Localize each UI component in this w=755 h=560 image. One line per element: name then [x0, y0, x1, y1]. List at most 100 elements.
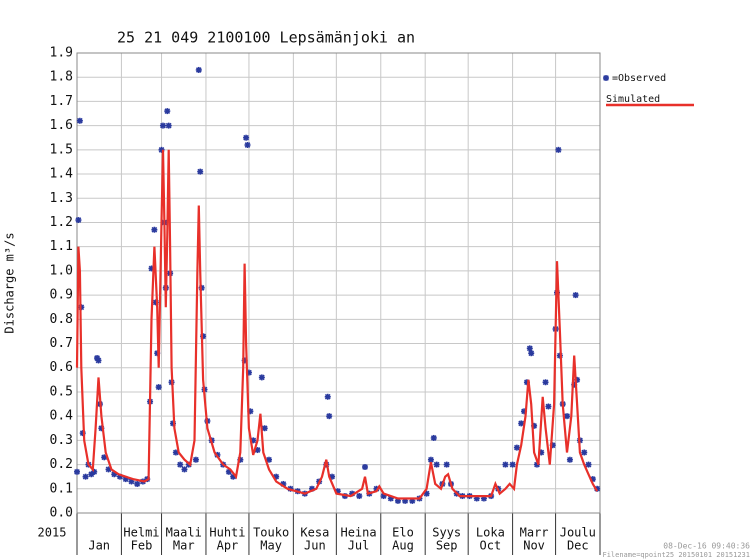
- asterisk-stroke: [526, 345, 533, 352]
- asterisk-stroke: [266, 456, 272, 463]
- month-en: Oct: [480, 539, 502, 553]
- y-tick-label: 0.5: [50, 384, 73, 399]
- observed-point: [324, 393, 331, 400]
- observed-point: [430, 434, 437, 441]
- observed-point: [151, 226, 158, 233]
- asterisk-stroke: [74, 468, 80, 475]
- observed-point: [181, 466, 188, 473]
- y-tick-label: 1.3: [50, 191, 73, 206]
- asterisk-stroke: [75, 217, 82, 223]
- asterisk-stroke: [567, 456, 573, 463]
- y-tick-label: 0.4: [50, 409, 74, 424]
- asterisk-stroke: [509, 461, 516, 468]
- simulated-line: [75, 149, 599, 500]
- observed-point: [155, 384, 162, 391]
- observed-point: [244, 142, 251, 148]
- month-fi: Joulu: [560, 526, 596, 540]
- y-tick-label: 1.5: [50, 142, 73, 157]
- observed-point: [433, 461, 440, 468]
- observed-point: [74, 468, 80, 475]
- y-tick-label: 0.6: [50, 360, 73, 375]
- month-en: Dec: [567, 539, 589, 553]
- month-en: May: [260, 539, 282, 553]
- observed-point: [243, 134, 250, 141]
- month-en: Jul: [348, 539, 370, 553]
- month-en: Mar: [173, 539, 195, 553]
- y-tick-label: 0.2: [50, 457, 73, 472]
- y-tick-label: 1.4: [50, 167, 74, 182]
- month-fi: Maali: [166, 526, 202, 540]
- asterisk-stroke: [193, 456, 199, 463]
- observed-point: [266, 456, 273, 463]
- asterisk-stroke: [514, 444, 520, 451]
- asterisk-stroke: [433, 461, 440, 468]
- asterisk-stroke: [160, 122, 166, 129]
- observed-point: [362, 464, 369, 470]
- asterisk-stroke: [77, 117, 83, 124]
- footer-file: Filename=qpoint25 20150101 20151231: [602, 551, 750, 559]
- asterisk-stroke: [528, 350, 535, 357]
- observed-point: [528, 350, 535, 357]
- legend-label: Simulated: [606, 94, 660, 105]
- month-fi: Elo: [392, 526, 414, 540]
- legend-label: =Observed: [612, 73, 666, 84]
- y-tick-label: 1.0: [50, 263, 73, 278]
- observed-point: [159, 122, 166, 129]
- month-en: Feb: [131, 539, 153, 553]
- asterisk-stroke: [564, 413, 570, 420]
- asterisk-stroke: [430, 435, 437, 441]
- observed-point: [258, 374, 265, 381]
- asterisk-stroke: [195, 67, 202, 73]
- asterisk-stroke: [155, 384, 162, 390]
- observed-point: [509, 461, 516, 468]
- month-fi: Marr: [520, 526, 549, 540]
- observed-point: [513, 444, 520, 451]
- observed-point: [326, 413, 333, 420]
- observed-point: [581, 449, 588, 456]
- y-tick-label: 1.6: [50, 118, 73, 133]
- observed-point: [165, 122, 172, 129]
- asterisk-stroke: [258, 374, 265, 381]
- year-label: 2015: [38, 526, 67, 540]
- chart-title: 25 21 049 2100100 Lepsämänjoki an: [117, 29, 415, 47]
- observed-point: [555, 146, 562, 153]
- asterisk-stroke: [518, 420, 525, 427]
- asterisk-stroke: [244, 142, 251, 148]
- observed-point: [356, 493, 363, 500]
- y-tick-label: 1.2: [50, 215, 73, 230]
- month-fi: Heina: [340, 526, 376, 540]
- legend-marker: [603, 75, 609, 81]
- asterisk-stroke: [572, 292, 579, 298]
- observed-point: [545, 403, 552, 410]
- month-en: Sep: [436, 539, 458, 553]
- asterisk-stroke: [243, 134, 249, 141]
- asterisk-stroke: [585, 461, 592, 468]
- month-en: Jun: [304, 539, 326, 553]
- observed-point: [443, 461, 450, 468]
- observed-point: [195, 66, 202, 73]
- y-tick-label: 1.9: [50, 46, 73, 61]
- footer-date: 08-Dec-16 09:40:36: [663, 542, 750, 551]
- observed-point: [526, 345, 533, 352]
- y-tick-label: 1.7: [50, 94, 73, 109]
- observed-point: [82, 473, 89, 480]
- observed-point: [585, 461, 592, 468]
- asterisk-stroke: [177, 461, 184, 468]
- asterisk-stroke: [362, 464, 368, 470]
- month-fi: Loka: [476, 526, 505, 540]
- month-fi: Touko: [253, 526, 289, 540]
- observed-point: [566, 456, 573, 463]
- asterisk-stroke: [502, 461, 509, 468]
- asterisk-stroke: [151, 226, 158, 233]
- asterisk-stroke: [254, 447, 261, 453]
- asterisk-stroke: [542, 379, 549, 386]
- observed-point: [427, 456, 434, 463]
- y-tick-label: 0.9: [50, 288, 73, 303]
- y-tick-label: 0.1: [50, 481, 73, 496]
- y-tick-label: 0.0: [50, 506, 73, 521]
- observed-point: [164, 108, 171, 115]
- y-tick-label: 1.1: [50, 239, 73, 254]
- observed-point: [75, 217, 82, 224]
- asterisk-stroke: [165, 122, 172, 129]
- observed-point: [192, 456, 199, 463]
